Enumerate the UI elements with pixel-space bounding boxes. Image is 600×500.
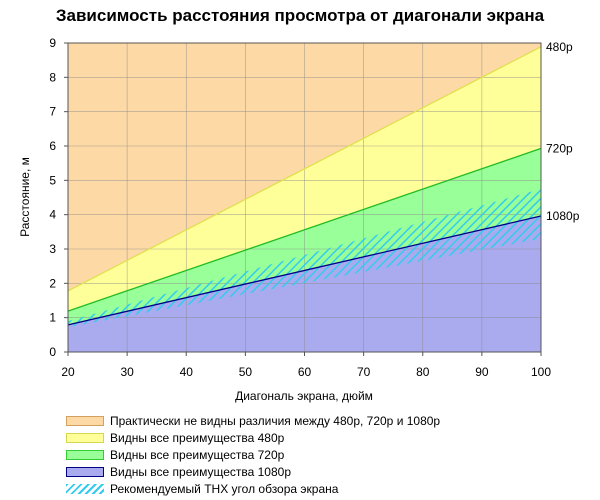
x-tick-label: 100: [531, 365, 551, 379]
legend-item: Видны все преимущества 720p: [66, 446, 440, 463]
x-tick-label: 60: [298, 365, 312, 379]
y-axis-label: Расстояние, м: [18, 157, 32, 237]
legend-item: Видны все преимущества 480p: [66, 429, 440, 446]
x-tick-label: 70: [357, 365, 371, 379]
line-label-480p: 480p: [546, 40, 573, 54]
thx-band: [68, 188, 541, 328]
legend-item: Практически не видны различия между 480p…: [66, 412, 440, 429]
y-tick-label: 8: [49, 70, 56, 84]
legend-label: Видны все преимущества 480p: [110, 430, 285, 445]
legend: Практически не видны различия между 480p…: [66, 412, 440, 497]
legend-swatch: [66, 483, 104, 494]
line-label-1080p: 1080p: [546, 209, 580, 223]
legend-label: Видны все преимущества 1080p: [110, 464, 292, 479]
legend-label: Видны все преимущества 720p: [110, 447, 285, 462]
chart-title: Зависимость расстояния просмотра от диаг…: [55, 6, 545, 25]
y-tick-label: 1: [49, 311, 56, 325]
legend-swatch: [66, 466, 104, 477]
legend-swatch: [66, 432, 104, 443]
x-tick-label: 50: [239, 365, 253, 379]
x-axis-label: Диагональ экрана, дюйм: [235, 389, 373, 403]
legend-item: Видны все преимущества 1080p: [66, 463, 440, 480]
x-tick-label: 80: [416, 365, 430, 379]
legend-item: Рекомендуемый THX угол обзора экрана: [66, 480, 440, 497]
y-tick-label: 3: [49, 242, 56, 256]
legend-label: Рекомендуемый THX угол обзора экрана: [110, 481, 339, 496]
x-tick-label: 30: [120, 365, 134, 379]
x-tick-label: 90: [475, 365, 489, 379]
y-tick-label: 6: [49, 139, 56, 153]
x-tick-label: 20: [61, 365, 75, 379]
x-tick-label: 40: [180, 365, 194, 379]
y-tick-label: 2: [49, 276, 56, 290]
y-tick-label: 9: [49, 36, 56, 50]
series-line-720p: [67, 147, 542, 312]
series-line-1080p: [67, 215, 542, 326]
y-tick-label: 0: [49, 345, 56, 359]
legend-swatch: [66, 415, 104, 426]
legend-label: Практически не видны различия между 480p…: [110, 413, 441, 428]
y-tick-label: 4: [49, 208, 56, 222]
y-tick-label: 7: [49, 105, 56, 119]
legend-swatch: [66, 449, 104, 460]
y-tick-label: 5: [49, 173, 56, 187]
line-label-720p: 720p: [546, 141, 573, 155]
series-line-480p: [67, 46, 542, 292]
